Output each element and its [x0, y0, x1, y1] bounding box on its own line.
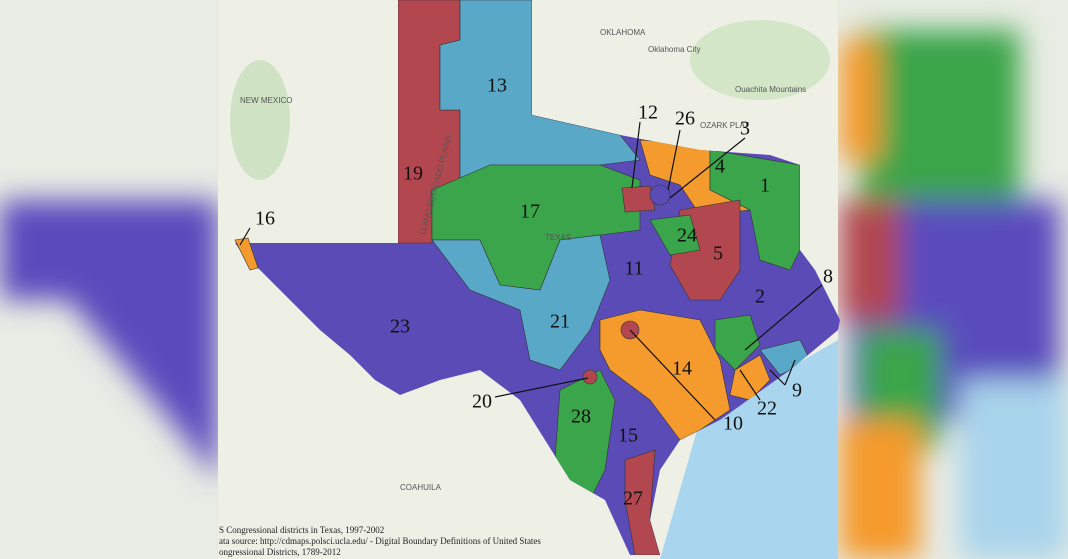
- place-label: TEXAS: [545, 233, 571, 242]
- district-label: 23: [390, 316, 410, 338]
- leader-lines: [239, 121, 823, 421]
- district-label: 24: [677, 225, 697, 247]
- district-label: 10: [723, 413, 743, 435]
- district-area: [709, 149, 801, 271]
- district-area: [729, 354, 771, 401]
- source-line: ata source: http://cdmaps.polsci.ucla.ed…: [219, 536, 541, 546]
- district-label: 9: [792, 380, 802, 402]
- source-note: S Congressional districts in Texas, 1997…: [219, 525, 541, 557]
- place-label: Oklahoma City: [648, 45, 700, 54]
- district-label: 11: [624, 258, 643, 280]
- district-area: [649, 214, 701, 256]
- place-label: OKLAHOMA: [600, 28, 646, 37]
- district-area: [599, 309, 731, 441]
- district-label: 17: [520, 201, 540, 223]
- source-line: ongressional Districts, 1789-2012: [219, 547, 341, 557]
- district-label: 15: [618, 425, 638, 447]
- district-labels: 13 19 12 26 3 4 1 17 24 5 11 16 2 8 23 2…: [255, 75, 833, 510]
- place-label: Ouachita Mountains: [735, 85, 806, 94]
- gulf: [660, 340, 838, 559]
- district-label: 27: [623, 488, 643, 510]
- place-label: NEW MEXICO: [240, 96, 292, 105]
- district-label: 22: [757, 398, 777, 420]
- district-area: [624, 449, 661, 555]
- district-area: [582, 369, 598, 385]
- district-label: 2: [755, 286, 765, 308]
- district-label: 26: [675, 108, 695, 130]
- source-line: S Congressional districts in Texas, 1997…: [219, 525, 384, 535]
- district-label: 20: [472, 391, 492, 413]
- district-area: [714, 314, 761, 371]
- district-label: 5: [713, 243, 723, 265]
- district-label: 12: [638, 102, 658, 124]
- district-label: 8: [823, 266, 833, 288]
- district-label: 28: [571, 406, 591, 428]
- district-label: 13: [487, 75, 507, 97]
- district-label: 14: [672, 358, 692, 380]
- terrain: [230, 60, 290, 180]
- district-label: 1: [760, 175, 770, 197]
- district-label: 3: [740, 118, 750, 140]
- district-area: [431, 234, 611, 371]
- district-area: [621, 185, 656, 213]
- district-label: 19: [403, 163, 423, 185]
- district-label: 4: [715, 156, 725, 178]
- district-area: [649, 184, 671, 206]
- terrain: [690, 20, 830, 100]
- place-label: OZARK PLAT: [700, 121, 749, 130]
- district-label: 16: [255, 208, 275, 230]
- district-label: 21: [550, 311, 570, 333]
- place-label: COAHUILA: [400, 483, 442, 492]
